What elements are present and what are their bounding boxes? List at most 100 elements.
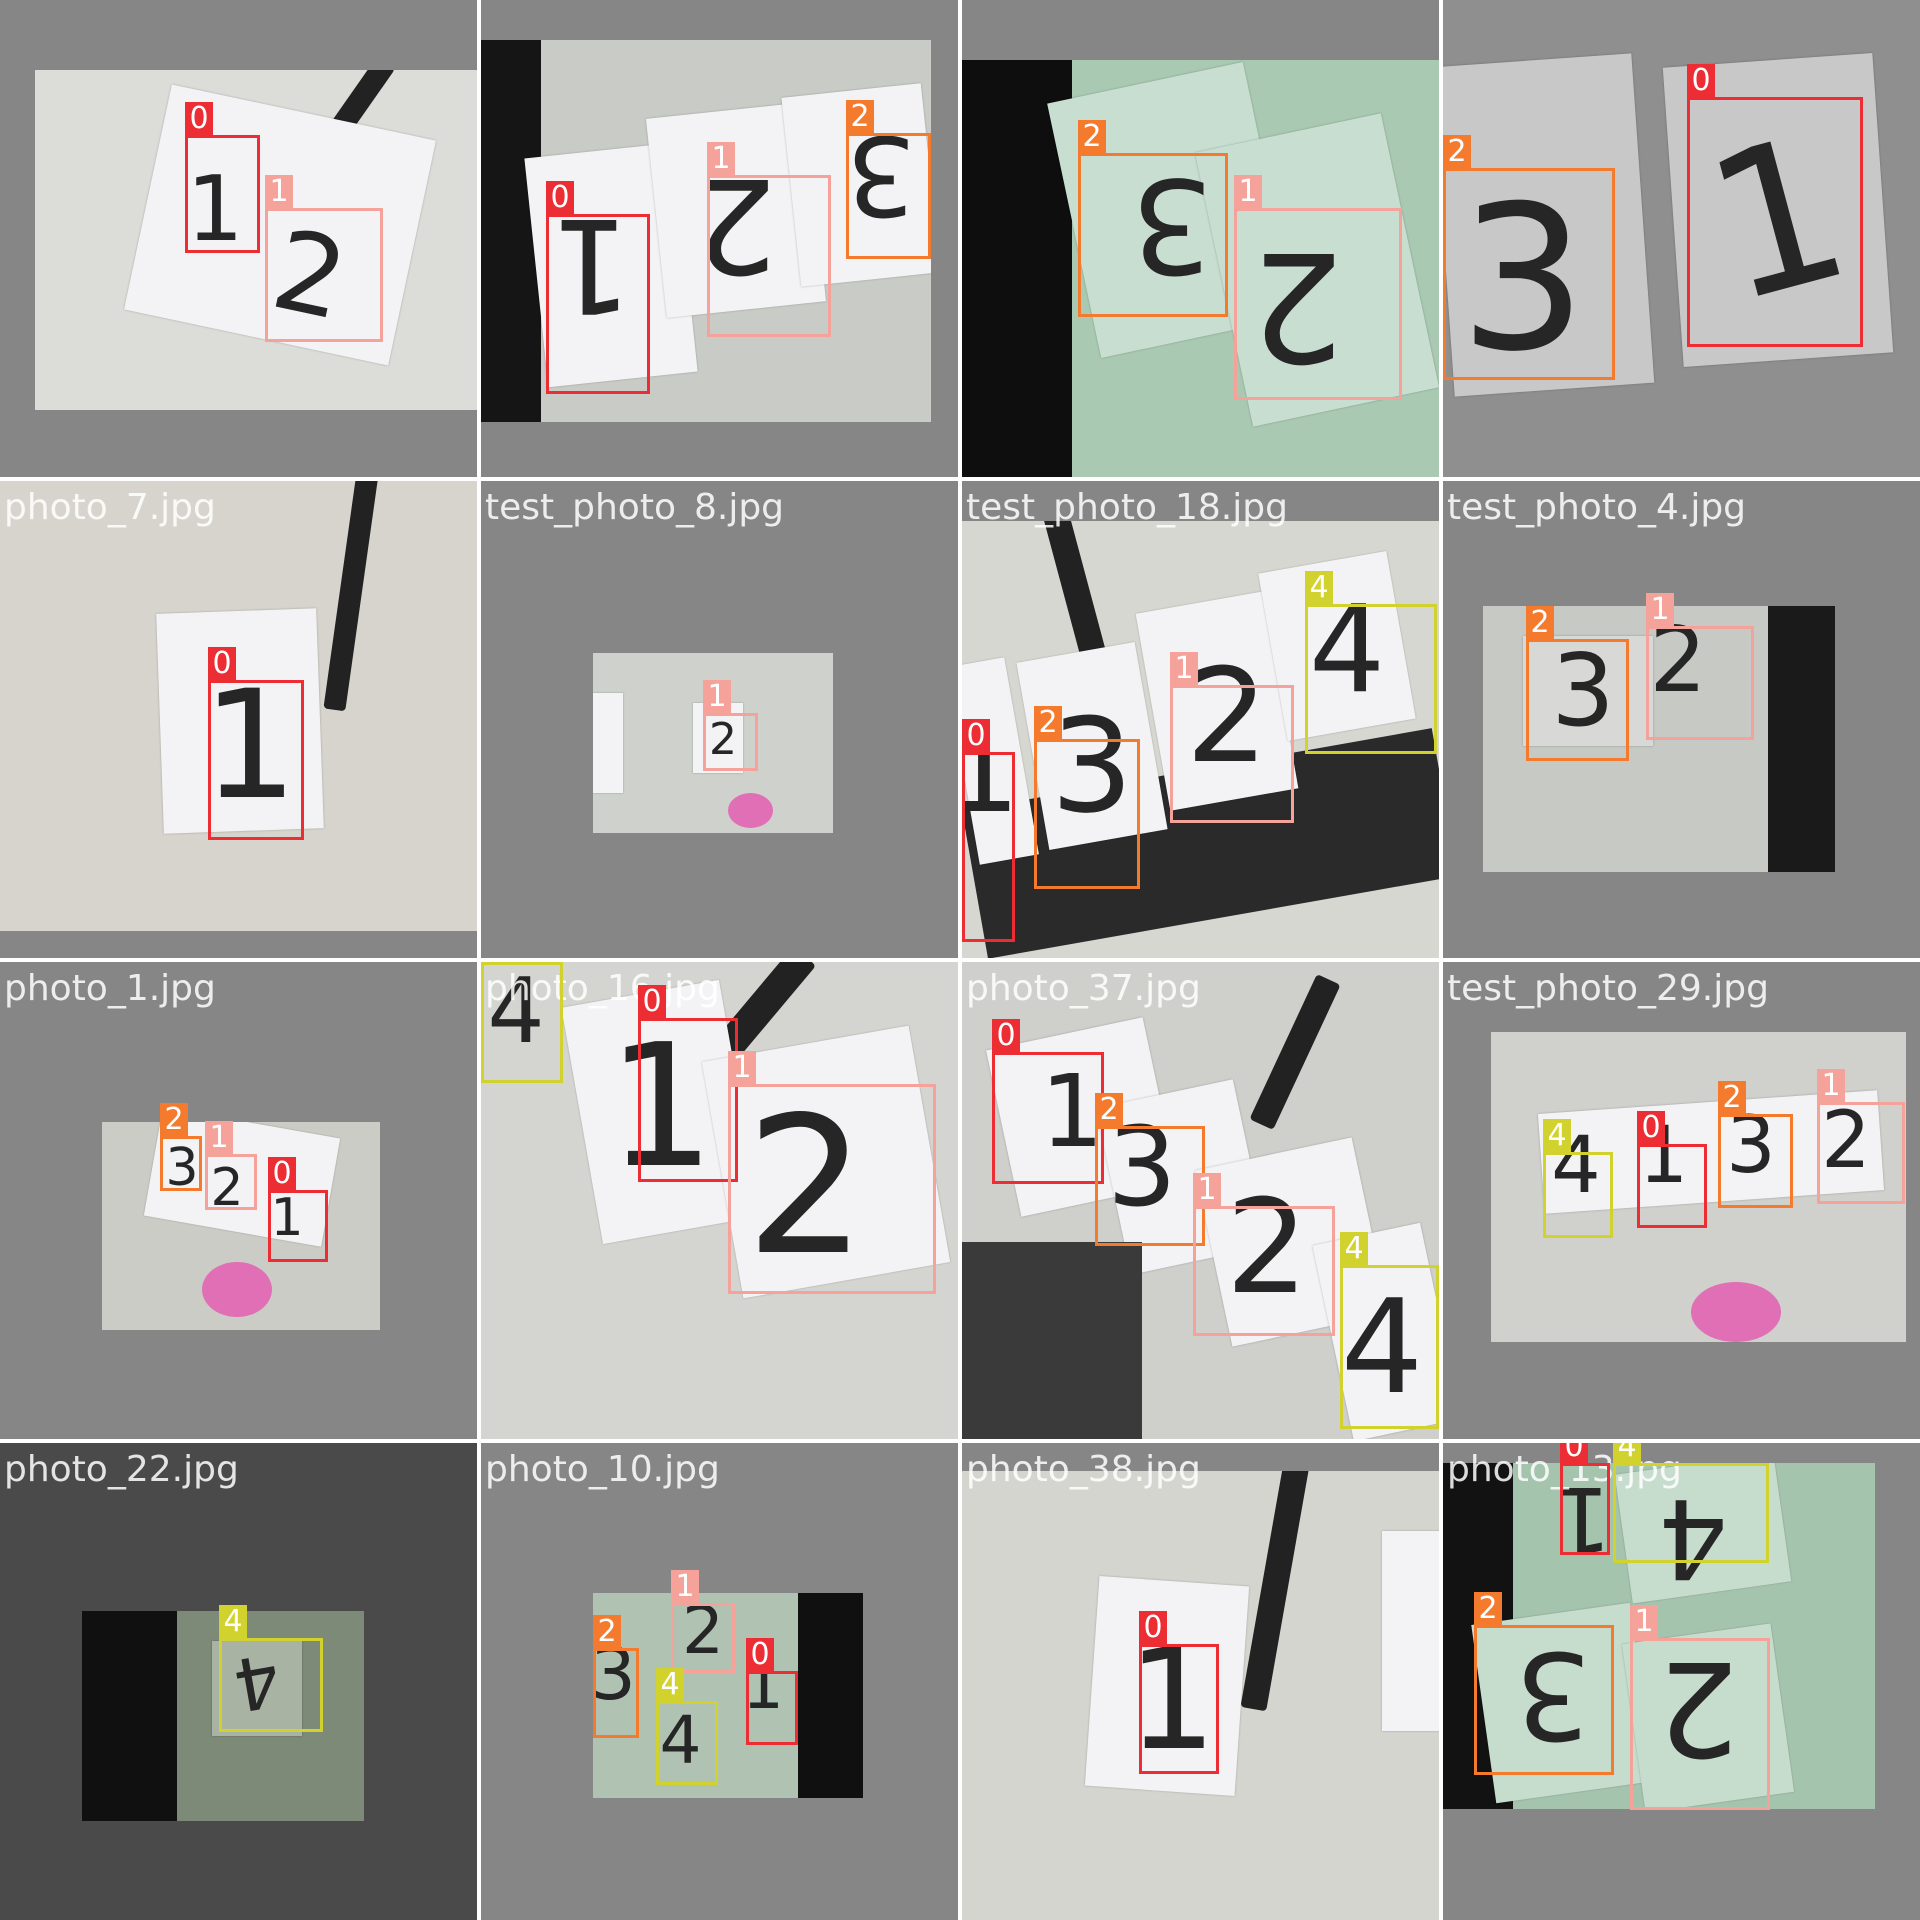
class-label: 4 (1340, 1232, 1368, 1266)
detection-box: 2 (1078, 120, 1228, 317)
photo: 3 2 (1483, 606, 1835, 872)
detection-box: 4 (219, 1605, 323, 1732)
class-label: 0 (268, 1157, 296, 1191)
filename-label: photo_7.jpg (4, 487, 216, 528)
digit: 4 (1308, 581, 1386, 720)
tape-strip (1043, 521, 1107, 662)
filename-label: photo_16.jpg (485, 968, 720, 1009)
paper-sheet (1523, 636, 1653, 746)
detection-box: 1 (1630, 1605, 1770, 1810)
photo: 1 (0, 481, 477, 931)
paper-sheet (593, 693, 623, 793)
detection-box: 0 (638, 985, 738, 1182)
digit: 1 (606, 1008, 716, 1206)
digit: 1 (186, 157, 244, 262)
digit: 2 (1225, 1171, 1309, 1323)
detection-box: 2 (593, 1615, 639, 1738)
mosaic-tile: 1 photo_7.jpg 0 (0, 481, 477, 958)
class-label: 2 (1474, 1592, 1502, 1626)
class-label: 0 (638, 985, 666, 1019)
digit: 3 (1551, 632, 1615, 749)
class-label: 1 (1193, 1173, 1221, 1207)
class-label: 4 (219, 1605, 247, 1639)
photo: 1 4 3 2 (1443, 1463, 1875, 1809)
class-label: 4 (1305, 571, 1333, 605)
class-label: 1 (703, 680, 731, 714)
digit: 2 (210, 1158, 244, 1218)
mosaic-tile: 2 3 1 4 photo_10.jpg 1 2 0 4 (481, 1443, 958, 1920)
class-label: 0 (1687, 64, 1715, 98)
filename-label: test_photo_18.jpg (966, 487, 1288, 528)
digit: 3 (1107, 1103, 1177, 1231)
digit: 2 (709, 714, 737, 765)
filename-label: test_photo_29.jpg (1447, 968, 1769, 1009)
filename-label: photo_1.jpg (4, 968, 216, 1009)
class-label: 0 (185, 102, 213, 136)
detection-box: 1 (671, 1570, 735, 1673)
detection-box: 2 (1718, 1081, 1793, 1208)
detection-box: 1 (1234, 175, 1402, 400)
detection-box: 0 (1637, 1111, 1707, 1228)
photo: 4 (82, 1611, 364, 1821)
photo: 1 2 (35, 70, 477, 410)
detection-box: 1 (728, 1051, 936, 1294)
detection-box: 4 (481, 962, 563, 1083)
digit: 2 (1185, 640, 1269, 792)
mosaic-tile: 1 2 3 0 1 2 (481, 0, 958, 477)
detection-box: 4 (656, 1668, 718, 1785)
class-label: 2 (1034, 706, 1062, 740)
class-label: 4 (656, 1668, 684, 1702)
detection-box: 2 (846, 100, 931, 259)
detection-box: 1 (205, 1121, 257, 1210)
class-label: 2 (1443, 135, 1471, 169)
detection-box: 1 (1817, 1069, 1905, 1204)
detection-box: 0 (1687, 64, 1863, 347)
class-label: 4 (1613, 1443, 1641, 1464)
mosaic-tile: 3 1 2 0 (1443, 0, 1920, 477)
detection-box: 0 (208, 647, 304, 840)
class-label: 0 (1139, 1611, 1167, 1645)
digit: 3 (165, 1138, 199, 1198)
photo: 1 (962, 1471, 1439, 1920)
tape-strip (323, 481, 379, 712)
class-label: 1 (1234, 175, 1262, 209)
detection-box: 1 (1646, 593, 1754, 740)
filename-label: test_photo_4.jpg (1447, 487, 1747, 528)
filename-label: photo_10.jpg (485, 1449, 720, 1490)
detection-box: 0 (1139, 1611, 1219, 1774)
digit: 4 (659, 1702, 702, 1779)
class-label: 1 (1817, 1069, 1845, 1103)
digit: 3 (1726, 1101, 1776, 1191)
mosaic-tile: 3 2 test_photo_4.jpg 2 1 (1443, 481, 1920, 958)
detection-box: 4 (1613, 1443, 1769, 1563)
detection-box: 4 (1305, 571, 1437, 754)
detection-box: 0 (962, 719, 1015, 942)
detection-box: 0 (992, 1019, 1104, 1184)
class-label: 0 (992, 1019, 1020, 1053)
digit: 2 (1649, 608, 1707, 713)
detection-box: 1 (1193, 1173, 1335, 1336)
digit: 1 (270, 1188, 304, 1248)
detection-box: 1 (1170, 652, 1294, 823)
class-label: 1 (671, 1570, 699, 1604)
class-label: 1 (1646, 593, 1674, 627)
class-label: 1 (728, 1051, 756, 1085)
detection-box: 0 (1560, 1443, 1610, 1555)
detection-box: 0 (746, 1638, 798, 1745)
mosaic-tile: 3 2 1 photo_1.jpg 2 1 0 (0, 962, 477, 1439)
class-label: 4 (1543, 1119, 1571, 1153)
digit: 2 (682, 1593, 724, 1669)
detection-box: 4 (1543, 1119, 1613, 1238)
class-label: 1 (707, 142, 735, 176)
mosaic-tile: 2 test_photo_8.jpg 1 (481, 481, 958, 958)
class-label: 2 (160, 1103, 188, 1137)
detection-box: 0 (546, 181, 650, 394)
digit: 1 (1127, 1619, 1217, 1782)
class-label: 0 (962, 719, 990, 753)
mosaic-tile: 3 2 2 1 (962, 0, 1439, 477)
class-label: 1 (265, 175, 293, 209)
class-label: 2 (1078, 120, 1106, 154)
digit: 1 (202, 659, 298, 833)
tape-strip (1240, 1471, 1310, 1712)
